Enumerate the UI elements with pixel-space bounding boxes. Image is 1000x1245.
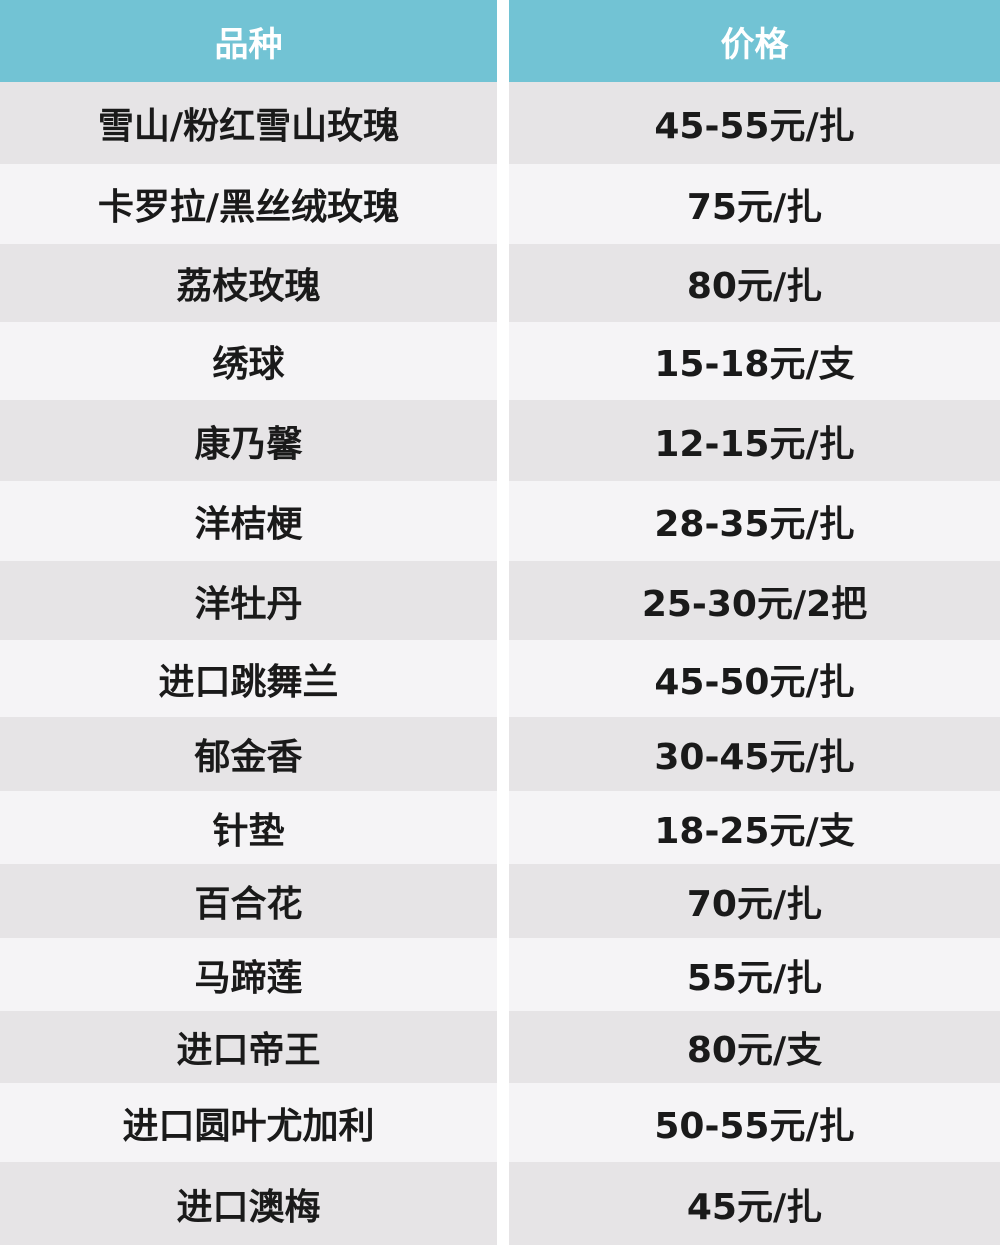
price-cell: 75元/扎 <box>509 164 1000 244</box>
table-row: 卡罗拉/黑丝绒玫瑰 75元/扎 <box>0 164 1000 244</box>
variety-cell: 康乃馨 <box>0 400 497 481</box>
variety-cell: 荔枝玫瑰 <box>0 244 497 322</box>
variety-cell: 郁金香 <box>0 717 497 791</box>
price-cell: 15-18元/支 <box>509 322 1000 400</box>
table-row: 进口帝王 80元/支 <box>0 1011 1000 1083</box>
variety-cell: 进口帝王 <box>0 1011 497 1083</box>
price-cell: 45-50元/扎 <box>509 640 1000 717</box>
table-row: 康乃馨 12-15元/扎 <box>0 400 1000 481</box>
price-cell: 80元/支 <box>509 1011 1000 1083</box>
table-row: 进口圆叶尤加利 50-55元/扎 <box>0 1083 1000 1162</box>
variety-cell: 进口圆叶尤加利 <box>0 1083 497 1162</box>
variety-cell: 卡罗拉/黑丝绒玫瑰 <box>0 164 497 244</box>
table-row: 马蹄莲 55元/扎 <box>0 938 1000 1011</box>
price-cell: 18-25元/支 <box>509 791 1000 864</box>
price-cell: 25-30元/2把 <box>509 561 1000 640</box>
table-row: 进口澳梅 45元/扎 <box>0 1162 1000 1245</box>
price-cell: 70元/扎 <box>509 864 1000 938</box>
variety-cell: 马蹄莲 <box>0 938 497 1011</box>
variety-cell: 进口跳舞兰 <box>0 640 497 717</box>
table-row: 郁金香 30-45元/扎 <box>0 717 1000 791</box>
variety-cell: 进口澳梅 <box>0 1162 497 1245</box>
price-cell: 12-15元/扎 <box>509 400 1000 481</box>
table-row: 百合花 70元/扎 <box>0 864 1000 938</box>
price-cell: 45元/扎 <box>509 1162 1000 1245</box>
table-row: 针垫 18-25元/支 <box>0 791 1000 864</box>
variety-cell: 洋牡丹 <box>0 561 497 640</box>
header-price: 价格 <box>509 0 1000 82</box>
price-cell: 80元/扎 <box>509 244 1000 322</box>
variety-cell: 雪山/粉红雪山玫瑰 <box>0 82 497 164</box>
price-cell: 45-55元/扎 <box>509 82 1000 164</box>
price-cell: 28-35元/扎 <box>509 481 1000 561</box>
table-row: 洋牡丹 25-30元/2把 <box>0 561 1000 640</box>
price-cell: 50-55元/扎 <box>509 1083 1000 1162</box>
table-row: 洋桔梗 28-35元/扎 <box>0 481 1000 561</box>
table-row: 进口跳舞兰 45-50元/扎 <box>0 640 1000 717</box>
table-row: 雪山/粉红雪山玫瑰 45-55元/扎 <box>0 82 1000 164</box>
table-header: 品种 价格 <box>0 0 1000 82</box>
variety-cell: 针垫 <box>0 791 497 864</box>
header-variety: 品种 <box>0 0 497 82</box>
variety-cell: 百合花 <box>0 864 497 938</box>
variety-cell: 洋桔梗 <box>0 481 497 561</box>
variety-cell: 绣球 <box>0 322 497 400</box>
table-row: 绣球 15-18元/支 <box>0 322 1000 400</box>
table-row: 荔枝玫瑰 80元/扎 <box>0 244 1000 322</box>
price-cell: 30-45元/扎 <box>509 717 1000 791</box>
price-cell: 55元/扎 <box>509 938 1000 1011</box>
